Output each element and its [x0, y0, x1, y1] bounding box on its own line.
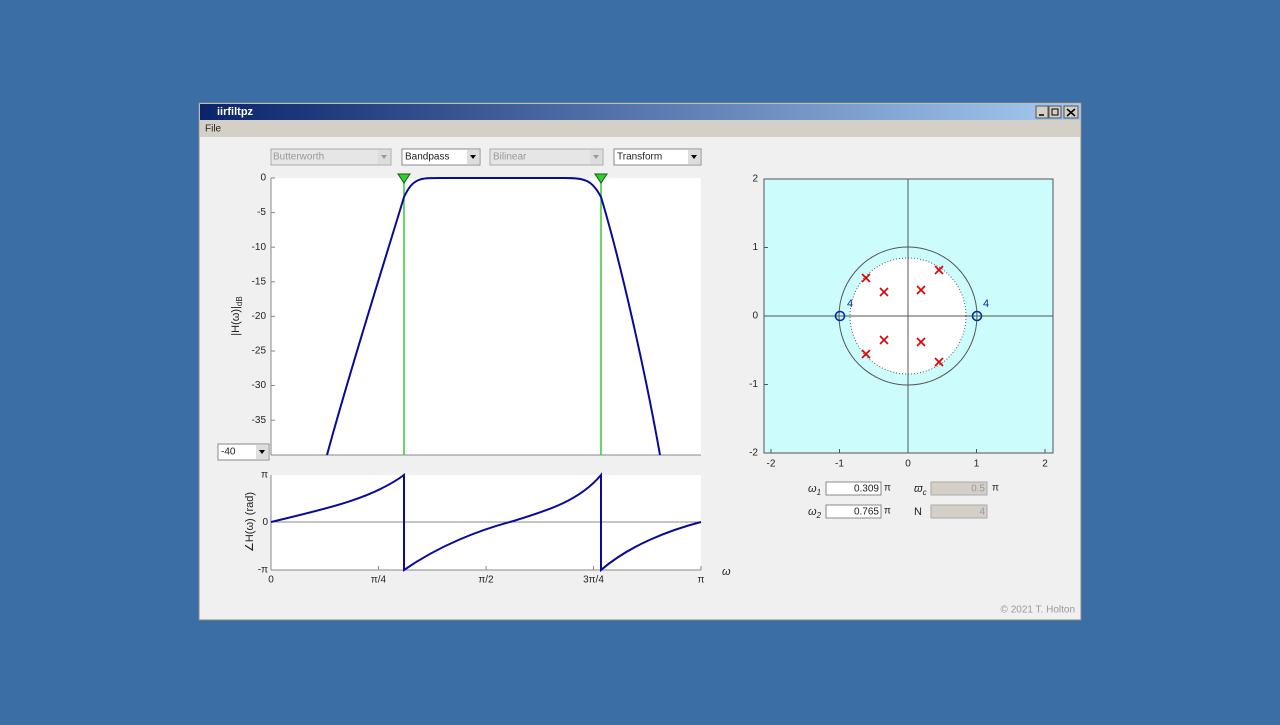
- zero-count: 4: [983, 298, 989, 310]
- y-tick-label: -π: [258, 565, 268, 576]
- magnitude-curve: [326, 177, 661, 456]
- y-tick-label: 0: [752, 311, 758, 322]
- phase-xlabel: ω: [722, 566, 731, 578]
- cutoff-handle[interactable]: [397, 173, 411, 184]
- y-tick-label: -15: [252, 276, 267, 287]
- magnitude-axes: [271, 178, 701, 455]
- y-tick-label: -2: [749, 448, 758, 459]
- w2-label: ω2: [808, 506, 822, 520]
- y-tick-label: -20: [252, 311, 267, 322]
- dropdown-text: Bilinear: [493, 152, 527, 163]
- n-field: [930, 504, 988, 519]
- dropdown-design: Butterworth: [270, 148, 392, 166]
- dropdown-text: Transform: [617, 152, 662, 163]
- n-value: 4: [979, 507, 985, 518]
- window-title: iirfiltpz: [217, 106, 254, 118]
- y-tick-label: 1: [752, 242, 758, 253]
- title-bar: [200, 104, 1080, 120]
- zero[interactable]: [971, 310, 983, 322]
- window-buttons[interactable]: [1035, 105, 1079, 119]
- phase-curve: [270, 472, 702, 573]
- phase-ylabel: ∠H(ω) (rad): [244, 492, 256, 552]
- y-tick-label: 0: [260, 173, 266, 184]
- unit: π: [884, 506, 891, 517]
- y-tick-label: 2: [752, 174, 758, 185]
- cutoff-handle[interactable]: [594, 173, 608, 184]
- x-tick-label: π/2: [478, 575, 494, 586]
- x-tick-label: 0: [905, 459, 911, 470]
- dropdown-text: -40: [221, 447, 236, 458]
- y-tick-label: -10: [252, 242, 267, 253]
- x-tick-label: 1: [974, 459, 980, 470]
- zero[interactable]: [834, 310, 846, 322]
- menu-file[interactable]: File: [205, 124, 222, 135]
- wc-value: 0.5: [971, 484, 985, 495]
- x-tick-label: π/4: [371, 575, 387, 586]
- w1-label: ω1: [808, 483, 821, 497]
- y-tick-label: -1: [749, 379, 758, 390]
- dropdown-transform[interactable]: Transform: [613, 148, 702, 166]
- dropdown-text: Bandpass: [405, 152, 449, 163]
- unit: π: [992, 483, 999, 494]
- x-tick-label: 3π/4: [583, 575, 604, 586]
- n-label: N: [914, 506, 922, 518]
- wc-field: [930, 481, 988, 496]
- unit: π: [884, 483, 891, 494]
- y-tick-label: -30: [252, 380, 267, 391]
- dropdown-text: Butterworth: [273, 152, 324, 163]
- dropdown-db-floor[interactable]: -40: [217, 443, 270, 461]
- w1-field[interactable]: [825, 481, 882, 496]
- x-tick-label: π: [698, 575, 705, 586]
- dropdown-response[interactable]: Bandpass: [401, 148, 481, 166]
- menu-bar: [200, 120, 1080, 137]
- dropdown-method: Bilinear: [489, 148, 604, 166]
- wc-label: ϖc: [914, 483, 927, 497]
- w2-value: 0.765: [854, 507, 879, 518]
- y-tick-label: -25: [252, 346, 267, 357]
- poles[interactable]: [861, 265, 944, 367]
- copyright: © 2021 T. Holton: [1001, 605, 1075, 616]
- x-tick-label: 2: [1042, 459, 1048, 470]
- x-tick-label: -2: [767, 459, 776, 470]
- y-tick-label: -35: [252, 415, 267, 426]
- zero-count: 4: [847, 298, 853, 310]
- x-tick-label: 0: [268, 575, 274, 586]
- w2-field[interactable]: [825, 504, 882, 519]
- magnitude-ylabel: |H(ω)|dB: [230, 296, 244, 335]
- y-tick-label: π: [261, 470, 268, 481]
- w1-value: 0.309: [854, 484, 879, 495]
- x-tick-label: -1: [835, 459, 844, 470]
- y-tick-label: 0: [262, 517, 268, 528]
- y-tick-label: -5: [257, 207, 266, 218]
